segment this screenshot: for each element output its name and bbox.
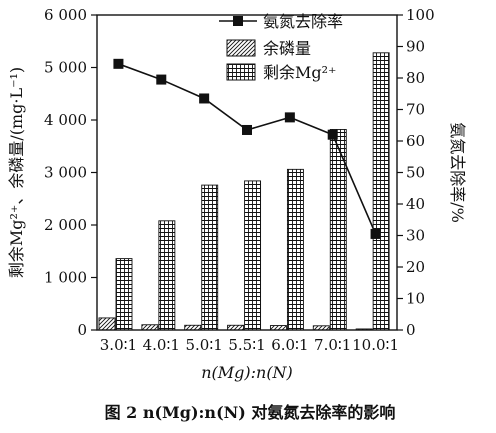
legend-label-residual-phosphorus: 余磷量 — [263, 39, 311, 58]
right-axis-label: 氨氮去除率/% — [448, 122, 467, 223]
plot-area: 0 1 000 2 000 3 000 4 000 5 000 6 000 0 10 20 30 4… — [44, 6, 435, 354]
removal-rate-marker-3 — [242, 124, 252, 135]
legend-item-residual-phosphorus: 余磷量 — [226, 39, 311, 58]
right-tick-label-10: 100 — [406, 6, 435, 24]
left-axis-ticks: 0 1 000 2 000 3 000 4 000 5 000 6 000 — [44, 6, 97, 339]
x-tick-label-1: 4.0∶1 — [143, 336, 180, 354]
removal-rate-marker-5 — [327, 129, 338, 140]
right-tick-label-9: 90 — [406, 38, 425, 56]
mg-bar-3 — [244, 180, 262, 331]
removal-rate-marker-6 — [370, 228, 381, 239]
mg-bar-0 — [115, 258, 133, 331]
left-tick-label-0: 0 — [77, 321, 87, 339]
right-tick-label-7: 70 — [406, 101, 425, 119]
right-tick-label-0: 0 — [406, 321, 416, 339]
right-tick-label-2: 20 — [406, 258, 425, 276]
legend-square-marker — [233, 16, 243, 26]
legend-label-removal-rate: 氨氮去除率 — [263, 12, 343, 31]
legend-label-residual-mg: 剩余Mg²⁺ — [263, 63, 337, 82]
x-axis-ticks: 3.0∶1 4.0∶1 5.0∶1 5.5∶1 6.0∶1 7.0∶1 10.0∶1 — [100, 336, 399, 354]
removal-rate-marker-1 — [156, 74, 167, 85]
left-tick-label-5: 5 000 — [44, 59, 87, 77]
left-tick-label-1: 1 000 — [44, 269, 87, 287]
x-axis-label: n(Mg):n(N) — [201, 363, 293, 382]
phosphorus-bar-2 — [184, 324, 202, 331]
legend-item-residual-mg: 剩余Mg²⁺ — [226, 63, 337, 82]
x-tick-label-5: 7.0∶1 — [314, 336, 351, 354]
phosphorus-bar-0 — [98, 317, 116, 331]
legend: 氨氮去除率 余磷量 剩余Mg²⁺ — [219, 12, 343, 82]
x-tick-label-2: 5.0∶1 — [185, 336, 222, 354]
removal-rate-marker-4 — [284, 112, 295, 123]
x-tick-label-4: 6.0∶1 — [271, 336, 308, 354]
x-tick-label-3: 5.5∶1 — [228, 336, 265, 354]
left-tick-label-4: 4 000 — [44, 111, 87, 129]
left-tick-label-2: 2 000 — [44, 216, 87, 234]
figure-caption: 图 2 n(Mg):n(N) 对氨氮去除率的影响 — [105, 403, 396, 422]
legend-grid-swatch — [226, 63, 256, 81]
x-tick-label-6: 10.0∶1 — [352, 336, 399, 354]
right-tick-label-6: 60 — [406, 132, 425, 150]
mg-bar-2 — [201, 184, 219, 331]
mg-bar-1 — [158, 220, 176, 331]
left-tick-label-3: 3 000 — [44, 164, 87, 182]
right-tick-label-8: 80 — [406, 69, 425, 87]
left-axis-label: 剩余Mg²⁺、余磷量/(mg·L⁻¹) — [7, 67, 26, 278]
removal-rate-marker-0 — [113, 58, 124, 69]
mg-bar-4 — [286, 168, 304, 331]
right-tick-label-5: 50 — [406, 164, 425, 182]
right-axis-ticks: 0 10 20 30 40 50 60 70 80 90 100 — [397, 6, 435, 339]
legend-item-removal-rate: 氨氮去除率 — [219, 12, 343, 31]
mg-bar-6 — [372, 52, 390, 331]
residual-mg-bars — [115, 52, 390, 331]
right-tick-label-1: 10 — [406, 290, 425, 308]
phosphorus-bar-3 — [227, 324, 245, 331]
ammonia-removal-line — [113, 58, 381, 239]
right-tick-label-4: 40 — [406, 195, 425, 213]
phosphorus-bar-1 — [141, 324, 159, 331]
removal-rate-marker-2 — [199, 93, 210, 104]
left-tick-label-6: 6 000 — [44, 6, 87, 24]
legend-diagonal-swatch — [226, 39, 256, 57]
x-tick-label-0: 3.0∶1 — [100, 336, 137, 354]
right-tick-label-3: 30 — [406, 227, 425, 245]
